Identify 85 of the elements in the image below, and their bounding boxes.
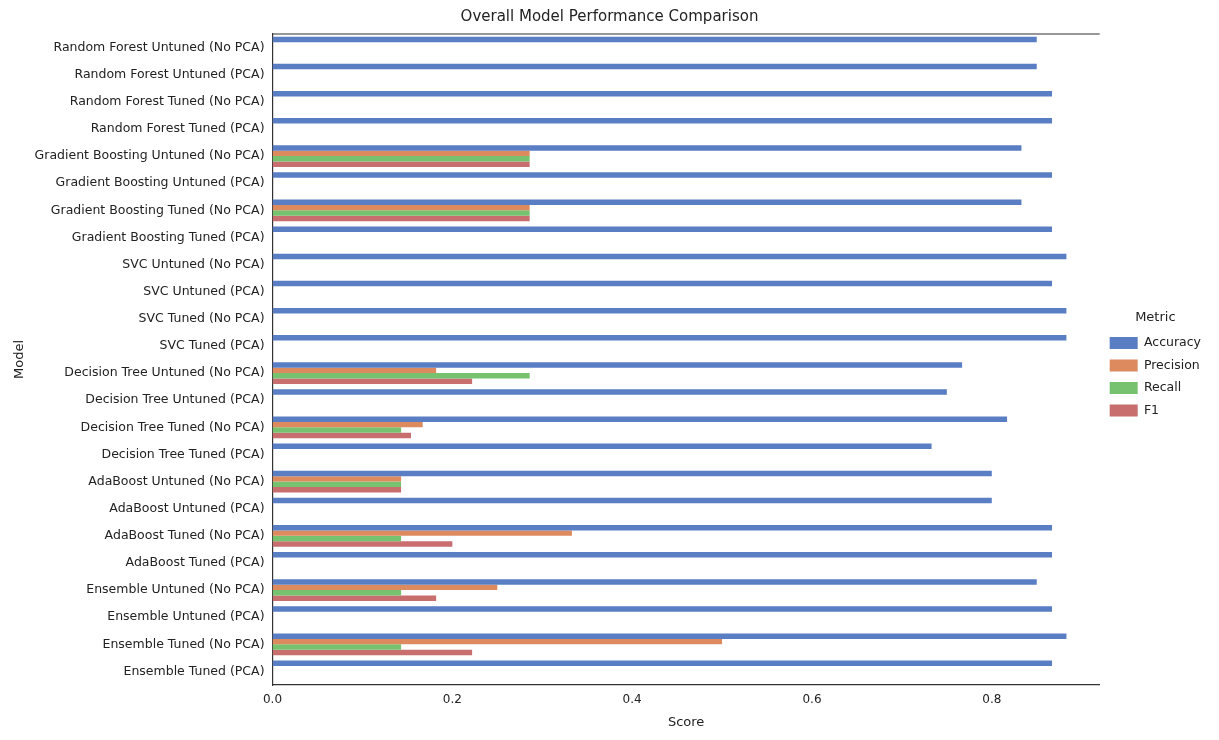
- x-tick-label: 0.0: [262, 692, 283, 707]
- y-tick-label: AdaBoost Tuned (No PCA): [104, 527, 265, 543]
- bar: [272, 432, 411, 439]
- bar: [272, 530, 572, 536]
- y-tick-label: Decision Tree Untuned (PCA): [85, 391, 265, 407]
- bar: [272, 584, 498, 591]
- bar: [272, 476, 402, 482]
- y-tick-label: Gradient Boosting Untuned (PCA): [55, 174, 265, 190]
- y-axis-title: Model: [11, 339, 27, 380]
- bar: [272, 552, 1053, 558]
- bar: [272, 606, 1053, 612]
- bar: [272, 497, 992, 504]
- bar: [272, 481, 402, 487]
- bar: [272, 280, 1053, 287]
- x-tick-label: 0.8: [982, 692, 1002, 707]
- x-tick-label: 0.6: [802, 692, 822, 707]
- bar: [272, 373, 530, 379]
- bar: [272, 145, 1022, 151]
- bar: [272, 90, 1053, 97]
- y-tick-label: Ensemble Untuned (No PCA): [86, 581, 265, 597]
- bar: [272, 63, 1037, 70]
- bar: [272, 389, 947, 395]
- bar: [272, 421, 423, 428]
- y-tick-label: Random Forest Tuned (No PCA): [69, 93, 265, 109]
- y-tick-label: Random Forest Tuned (PCA): [90, 120, 265, 136]
- bar: [272, 486, 402, 493]
- bar: [272, 649, 473, 656]
- bar: [272, 633, 1067, 639]
- bar: [272, 118, 1053, 124]
- bar: [272, 172, 1053, 178]
- bar: [272, 541, 453, 547]
- legend-label: Precision: [1143, 356, 1200, 372]
- legend-label: Accuracy: [1143, 334, 1202, 350]
- legend-title: Metric: [1135, 309, 1176, 325]
- y-tick-label: Ensemble Tuned (PCA): [123, 662, 265, 678]
- bar: [272, 161, 530, 167]
- bar: [272, 416, 1008, 422]
- x-axis-title: Score: [667, 713, 705, 729]
- bar: [272, 253, 1067, 260]
- y-tick-label: AdaBoost Untuned (No PCA): [88, 472, 265, 488]
- bar: [272, 362, 963, 368]
- bar: [272, 470, 992, 477]
- y-tick-label: Gradient Boosting Tuned (PCA): [71, 228, 265, 244]
- bar: [272, 226, 1053, 233]
- y-tick-label: AdaBoost Untuned (PCA): [109, 499, 265, 515]
- bar: [272, 36, 1037, 43]
- bar: [272, 150, 530, 157]
- bar: [272, 535, 402, 542]
- y-tick-label: SVC Untuned (PCA): [143, 282, 265, 298]
- bar: [272, 204, 530, 211]
- bar: [272, 210, 530, 216]
- x-tick-label: 0.2: [442, 692, 462, 707]
- bar: [272, 524, 1053, 531]
- legend-label: Recall: [1143, 379, 1182, 395]
- y-tick-label: Decision Tree Untuned (No PCA): [64, 364, 265, 380]
- bar: [272, 443, 932, 450]
- legend-label: F1: [1143, 401, 1160, 417]
- bar: [272, 660, 1053, 667]
- y-tick-label: Decision Tree Tuned (PCA): [101, 445, 265, 461]
- y-tick-label: Random Forest Untuned (PCA): [74, 65, 265, 81]
- bar: [272, 595, 437, 601]
- chart-title: Overall Model Performance Comparison: [460, 6, 759, 25]
- bar: [272, 644, 402, 650]
- y-tick-label: SVC Tuned (No PCA): [138, 310, 265, 326]
- bar: [272, 215, 530, 222]
- y-tick-label: Gradient Boosting Untuned (No PCA): [34, 147, 265, 163]
- bar: [272, 335, 1067, 341]
- y-tick-label: Gradient Boosting Tuned (No PCA): [50, 201, 265, 217]
- y-tick-label: SVC Untuned (No PCA): [122, 255, 265, 271]
- y-tick-label: AdaBoost Tuned (PCA): [125, 554, 265, 570]
- y-tick-label: Decision Tree Tuned (No PCA): [80, 418, 265, 434]
- bar: [272, 590, 402, 596]
- y-tick-label: Ensemble Untuned (PCA): [107, 608, 265, 624]
- y-tick-label: SVC Tuned (PCA): [159, 337, 265, 353]
- y-tick-label: Random Forest Untuned (No PCA): [53, 38, 265, 54]
- bar: [272, 427, 402, 433]
- bar: [272, 307, 1067, 314]
- bar: [272, 367, 437, 374]
- bar: [272, 199, 1022, 205]
- x-tick-label: 0.4: [622, 692, 642, 707]
- bar: [272, 579, 1037, 585]
- bar: [272, 156, 530, 162]
- y-tick-label: Ensemble Tuned (No PCA): [102, 635, 265, 651]
- bar: [272, 378, 473, 384]
- bar: [272, 638, 723, 645]
